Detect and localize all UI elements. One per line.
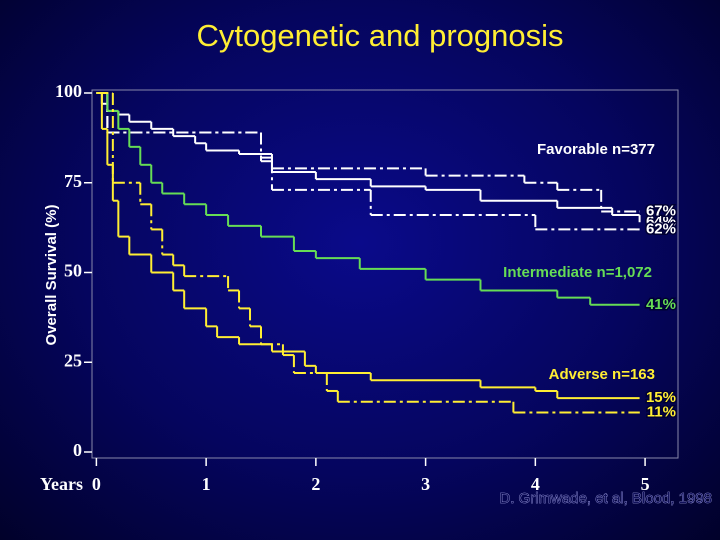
group-label: Intermediate n=1,072 (503, 264, 652, 281)
end-label: 62% (646, 220, 676, 237)
plot-frame (91, 89, 679, 459)
group-label: Adverse n=163 (549, 366, 655, 383)
end-label: 64% (646, 213, 676, 230)
x-tick-label: 4 (531, 474, 540, 494)
x-axis-label: Years (40, 474, 83, 494)
y-tick-label: 25 (64, 350, 82, 370)
x-tick-label: 5 (641, 474, 650, 494)
x-tick-label: 1 (202, 474, 211, 494)
end-label: 67% (646, 202, 676, 219)
y-tick-label: 100 (55, 81, 82, 101)
y-axis-label: Overall Survival (%) (43, 205, 60, 346)
source-note: D. Grimwade, et al, Blood, 1998 (499, 490, 712, 507)
y-tick-label: 50 (64, 261, 82, 281)
x-tick-label: 0 (92, 474, 101, 494)
y-tick-label: 75 (64, 171, 82, 191)
x-tick-label: 2 (311, 474, 320, 494)
end-label: 15% (646, 389, 676, 406)
chart-title: Cytogenetic and prognosis (196, 18, 563, 53)
y-tick-label: 0 (73, 440, 82, 460)
end-label: 11% (647, 403, 676, 420)
end-label: 41% (646, 296, 676, 313)
group-label: Favorable n=377 (537, 141, 655, 158)
x-tick-label: 3 (421, 474, 430, 494)
